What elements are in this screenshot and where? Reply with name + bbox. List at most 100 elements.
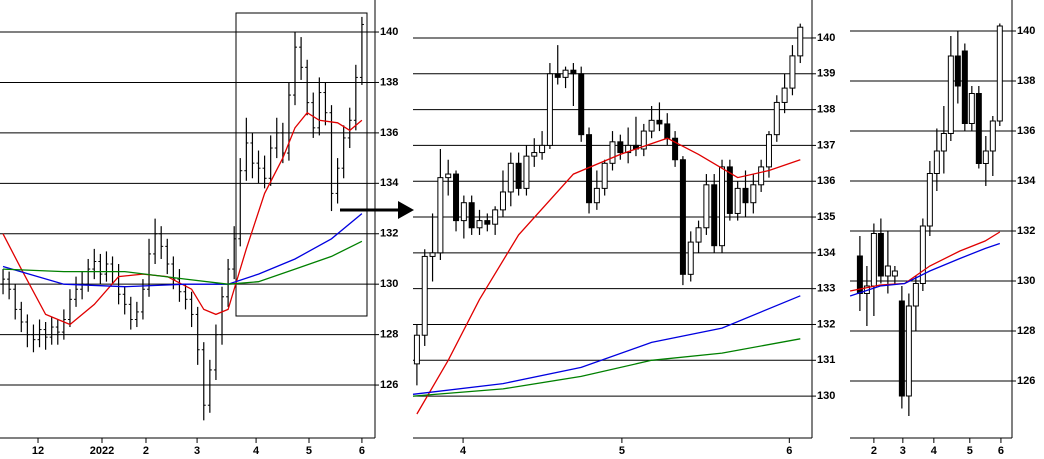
candle-body xyxy=(570,69,577,75)
y-tick-label: 132 xyxy=(817,318,835,330)
candle-body xyxy=(975,93,982,164)
candle-body xyxy=(797,26,804,57)
y-tick-label: 139 xyxy=(817,68,835,80)
y-tick-label: 134 xyxy=(380,177,399,189)
candle-body xyxy=(695,227,702,243)
candle-body xyxy=(531,152,538,157)
candle-body xyxy=(996,25,1003,122)
candle-body xyxy=(765,134,772,168)
y-tick-label: 136 xyxy=(817,175,835,187)
candle-body xyxy=(593,187,600,204)
y-tick-label: 138 xyxy=(380,76,398,88)
x-tick-label: 2022 xyxy=(90,445,114,457)
x-tick-label: 6 xyxy=(786,445,792,457)
candle-body xyxy=(421,255,428,336)
candle-body xyxy=(515,162,522,189)
y-tick-label: 130 xyxy=(817,390,835,402)
candle-body xyxy=(648,119,655,132)
candle-body xyxy=(460,202,467,222)
candle-body xyxy=(656,119,663,125)
candle-body xyxy=(773,101,780,136)
candle-body xyxy=(711,184,718,247)
y-tick-label: 132 xyxy=(1017,225,1035,237)
moving-average xyxy=(2,213,363,288)
candle-body xyxy=(672,137,679,161)
candle-body xyxy=(982,150,989,164)
y-tick-label: 128 xyxy=(380,329,398,341)
candle-body xyxy=(856,255,863,294)
candle-body xyxy=(562,69,569,78)
x-tick-label: 12 xyxy=(32,445,44,457)
candle-body xyxy=(445,173,452,179)
candle-body xyxy=(429,252,436,257)
x-tick-label: 3 xyxy=(194,445,200,457)
y-tick-label: 140 xyxy=(817,32,835,44)
candle-body xyxy=(947,55,954,134)
moving-average xyxy=(849,242,1001,297)
candle-body xyxy=(546,73,553,146)
candle-body xyxy=(905,305,912,397)
candle-body xyxy=(507,162,514,193)
candle-body xyxy=(734,187,741,214)
moving-average xyxy=(412,295,801,395)
moving-average xyxy=(2,240,363,285)
x-tick-label: 2 xyxy=(143,445,149,457)
candle-body xyxy=(961,50,968,124)
candle-body xyxy=(703,184,710,229)
y-tick-label: 137 xyxy=(817,139,835,151)
y-tick-label: 130 xyxy=(380,278,398,290)
candle-body xyxy=(413,334,420,365)
x-tick-label: 4 xyxy=(460,445,467,457)
candle-body xyxy=(539,144,546,154)
candle-body xyxy=(884,265,891,277)
y-tick-label: 128 xyxy=(1017,325,1035,337)
y-tick-label: 140 xyxy=(380,26,398,38)
y-tick-label: 133 xyxy=(817,283,835,295)
candle-body xyxy=(484,220,491,225)
y-tick-label: 138 xyxy=(817,103,835,115)
candle-body xyxy=(919,225,926,284)
x-tick-label: 3 xyxy=(900,445,906,457)
x-tick-label: 5 xyxy=(619,445,625,457)
candle-body xyxy=(625,144,632,154)
candle-body xyxy=(554,73,561,78)
y-tick-label: 130 xyxy=(1017,275,1035,287)
moving-average xyxy=(849,231,1001,292)
x-tick-label: 4 xyxy=(931,445,938,457)
candle-body xyxy=(499,191,506,211)
y-tick-label: 136 xyxy=(1017,125,1035,137)
candle-body xyxy=(954,55,961,87)
candle-body xyxy=(877,233,884,277)
candle-body xyxy=(926,173,933,227)
candle-body xyxy=(601,162,608,189)
moving-average xyxy=(412,338,801,397)
x-tick-label: 6 xyxy=(359,445,365,457)
x-tick-label: 5 xyxy=(967,445,973,457)
candle-body xyxy=(898,300,905,397)
candle-body xyxy=(989,120,996,152)
candle-body xyxy=(664,123,671,139)
candle-body xyxy=(912,283,919,307)
candle-body xyxy=(617,141,624,154)
candle-body xyxy=(468,202,475,229)
y-tick-label: 136 xyxy=(380,127,398,139)
candle-body xyxy=(870,233,877,287)
y-tick-label: 140 xyxy=(1017,25,1035,37)
candle-body xyxy=(758,166,765,186)
y-tick-label: 134 xyxy=(1017,175,1036,187)
x-tick-label: 2 xyxy=(871,445,877,457)
moving-average xyxy=(416,137,801,415)
candle-body xyxy=(726,166,733,214)
y-tick-label: 138 xyxy=(1017,75,1035,87)
y-tick-label: 135 xyxy=(817,211,835,223)
x-tick-label: 5 xyxy=(306,445,312,457)
candle-body xyxy=(687,241,694,275)
x-tick-label: 4 xyxy=(253,445,260,457)
moving-average xyxy=(2,111,363,326)
candle-body xyxy=(437,177,444,254)
y-tick-label: 126 xyxy=(380,379,398,391)
zoom-box xyxy=(235,12,368,317)
candle-body xyxy=(750,184,757,204)
arrow-head xyxy=(398,201,414,219)
